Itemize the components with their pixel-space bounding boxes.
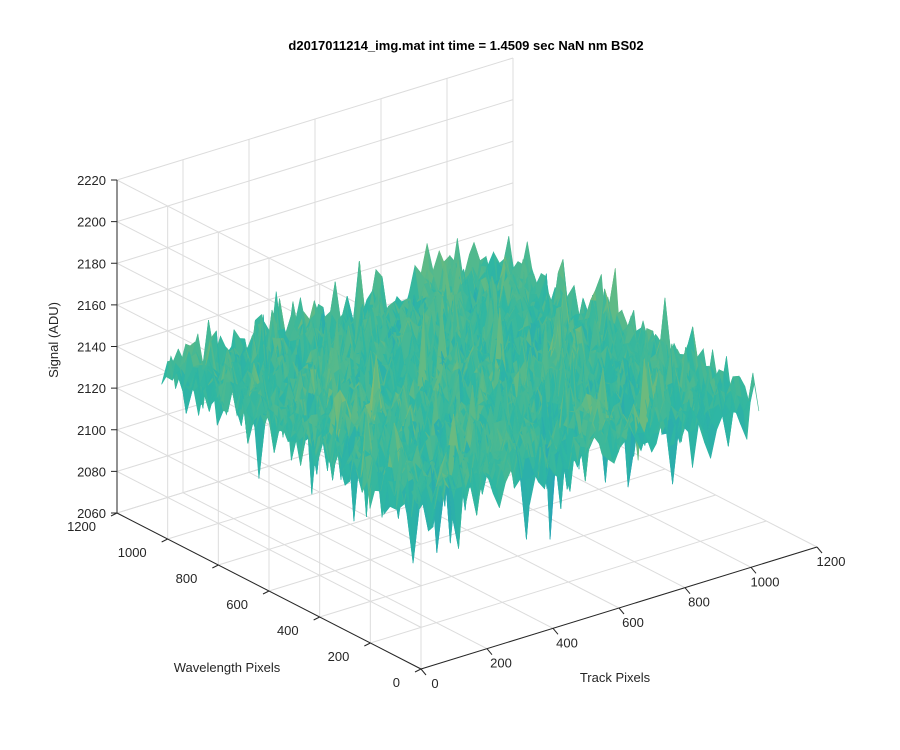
x-tick-mark [618, 607, 625, 615]
y-tick-label: 600 [226, 597, 248, 612]
y-axis-label: Wavelength Pixels [174, 660, 281, 675]
y-tick-label: 800 [176, 571, 198, 586]
z-tick-label: 2140 [77, 340, 106, 355]
back-wall-grid-line [116, 99, 514, 223]
back-wall-grid-line [116, 57, 514, 181]
y-tick-label: 400 [277, 623, 299, 638]
surface-patch [748, 372, 760, 412]
floor-grid-line [370, 520, 767, 644]
z-tick-label: 2180 [77, 256, 106, 271]
y-tick-label: 0 [393, 675, 400, 690]
y-tick-label: 200 [328, 649, 350, 664]
z-tick-label: 2220 [77, 173, 106, 188]
y-tick-mark [313, 616, 320, 621]
z-tick-label: 2060 [77, 506, 106, 521]
x-tick-mark [486, 648, 493, 655]
y-tick-label: 1000 [118, 545, 147, 560]
x-axis-label: Track Pixels [580, 670, 651, 685]
z-tick-label: 2160 [77, 298, 106, 313]
z-tick-label: 2100 [77, 423, 106, 438]
z-tick-label: 2120 [77, 381, 106, 396]
chart-title: d2017011214_img.mat int time = 1.4509 se… [288, 38, 643, 53]
z-tick-label: 2080 [77, 464, 106, 479]
y-tick-mark [364, 642, 371, 647]
side-wall-grid-line [116, 429, 422, 587]
y-tick-mark [262, 590, 270, 595]
back-wall-grid-line [116, 224, 514, 347]
surface-plot [161, 236, 760, 564]
x-tick-mark [420, 668, 427, 676]
z-axis-label: Signal (ADU) [46, 302, 61, 378]
back-wall-grid-line [116, 140, 514, 264]
x-tick-label: 400 [556, 635, 578, 650]
x-tick-label: 1000 [751, 574, 780, 589]
side-wall-grid-line [116, 470, 422, 628]
x-tick-label: 0 [431, 676, 438, 691]
x-tick-mark [684, 587, 691, 594]
y-tick-mark [212, 564, 219, 569]
y-tick-label: 1200 [67, 519, 96, 534]
x-tick-mark [552, 628, 559, 635]
y-tick-mark [161, 538, 168, 543]
x-tick-label: 600 [622, 615, 644, 630]
back-wall-grid-line [116, 182, 514, 306]
axis-layer: 0 200 400 600 800 1000 1200 0 200 400 600 800 1000 12… [67, 173, 845, 691]
x-tick-label: 200 [490, 656, 512, 671]
x-tick-mark [750, 567, 757, 574]
x-tick-label: 1200 [817, 554, 846, 569]
floor-grid-line [268, 468, 666, 592]
x-tick-label: 800 [688, 595, 710, 610]
x-tick-mark [816, 546, 823, 554]
side-wall-grid-line [116, 387, 422, 545]
floor-grid-line [319, 494, 716, 618]
y-tick-mark [414, 668, 422, 673]
z-tick-label: 2200 [77, 215, 106, 230]
